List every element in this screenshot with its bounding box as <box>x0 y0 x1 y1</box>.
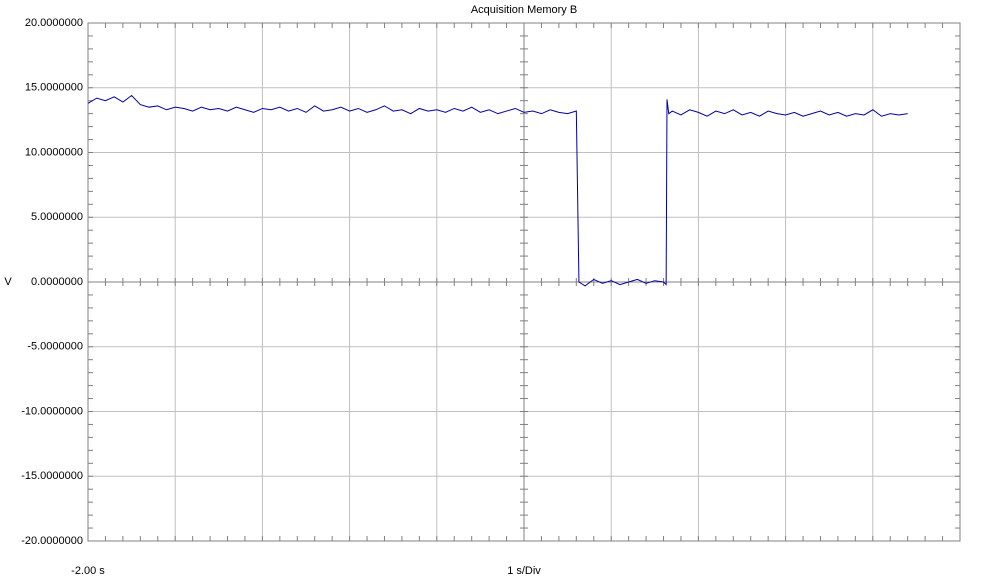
y-axis-label: V <box>4 276 12 288</box>
y-tick-label: 15.0000000 <box>25 82 83 94</box>
x-tick-label: -2.00 s <box>71 565 105 577</box>
chart-title: Acquisition Memory B <box>471 4 577 16</box>
x-axis-label: 1 s/Div <box>507 565 541 577</box>
y-tick-label: 5.0000000 <box>31 211 83 223</box>
y-tick-label: 20.0000000 <box>25 17 83 29</box>
y-tick-label: -10.0000000 <box>21 405 83 417</box>
trace <box>87 94 908 287</box>
y-tick-label: -5.0000000 <box>27 341 83 353</box>
y-tick-label: -20.0000000 <box>21 535 83 547</box>
y-tick-label: -15.0000000 <box>21 470 83 482</box>
y-tick-label: 10.0000000 <box>25 146 83 158</box>
y-tick-label: 0.0000000 <box>31 276 83 288</box>
